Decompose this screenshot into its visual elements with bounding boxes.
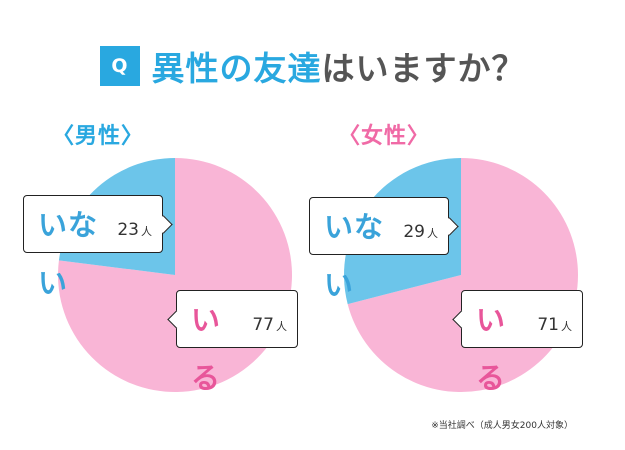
- male-yes-label: いる: [191, 303, 222, 395]
- female-no-unit: 人: [427, 227, 438, 240]
- survey-footnote: ※当社調べ（成人男女200人対象）: [431, 421, 573, 431]
- female-yes-value: 71: [537, 315, 559, 335]
- female-yes-label: いる: [476, 303, 507, 395]
- female-no-label: いない: [324, 210, 385, 302]
- male-chart-title: 〈男性〉: [52, 124, 145, 149]
- female-no-callout: いない 29 人: [309, 197, 459, 302]
- title-highlight: 異性の友達: [151, 49, 322, 88]
- female-no-value: 29: [403, 222, 425, 242]
- male-no-unit: 人: [141, 225, 152, 238]
- male-yes-unit: 人: [276, 320, 287, 333]
- question-badge: Q: [99, 46, 140, 86]
- title-rest: はいますか？: [321, 49, 526, 88]
- question-title: 異性の友達はいますか？: [152, 42, 526, 90]
- male-no-label: いない: [38, 208, 99, 300]
- female-yes-callout: いる 71 人: [451, 290, 583, 395]
- male-no-value: 23: [117, 220, 139, 240]
- question-header: Q 異性の友達はいますか？: [0, 44, 625, 88]
- male-yes-value: 77: [252, 315, 274, 335]
- female-yes-unit: 人: [561, 320, 572, 333]
- female-chart-title: 〈女性〉: [338, 124, 431, 149]
- male-yes-callout: いる 77 人: [166, 290, 298, 395]
- male-no-callout: いない 23 人: [23, 195, 173, 300]
